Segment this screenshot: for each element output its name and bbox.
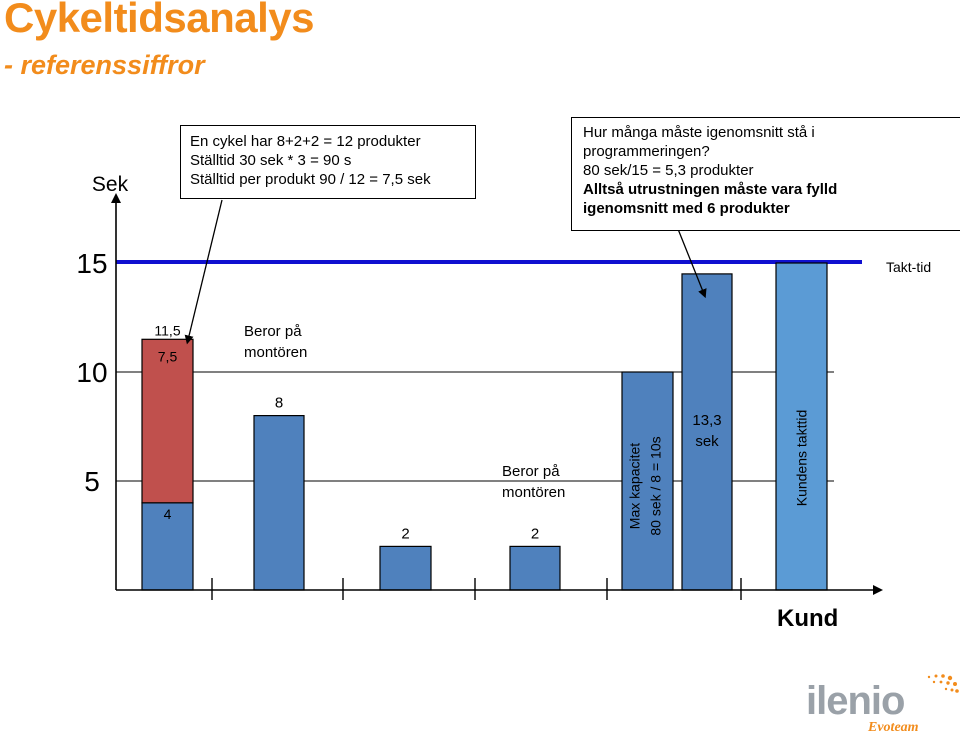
bar — [681, 273, 733, 591]
bar — [621, 371, 674, 591]
bar-vertical-label: 80 sek / 8 = 10s — [648, 436, 664, 535]
y-axis-label: Sek — [92, 173, 129, 196]
ilenio-logo: ilenio Evoteam — [806, 674, 959, 734]
page-title: Cykeltidsanalys — [4, 0, 315, 41]
bar-note: montören — [502, 484, 565, 501]
page-subtitle: - referenssiffror — [4, 50, 205, 80]
callout-pointer-arrow — [675, 223, 707, 299]
bar — [379, 545, 432, 591]
callout-line: Hur många måste igenomsnitt stå i — [583, 124, 815, 141]
bar-vertical-label: Kundens takttid — [794, 410, 810, 507]
bar — [253, 415, 305, 591]
y-tick-label: 5 — [84, 466, 100, 497]
callout-programming: Hur många måste igenomsnitt stå i progra… — [571, 117, 960, 231]
bar-label: 7,5 — [158, 348, 178, 364]
bar-vertical-label: Max kapacitet — [627, 443, 643, 529]
logo-dots-icon — [927, 674, 959, 693]
bar — [775, 262, 828, 591]
bar-segment-2 — [141, 338, 194, 504]
bar-label: 8 — [275, 395, 283, 412]
callout-pointer-arrow — [184, 199, 223, 345]
bar-label: 4 — [164, 506, 172, 522]
takt-time-label: Takt-tid — [886, 259, 931, 275]
y-tick-label: 15 — [76, 248, 107, 279]
y-tick-label: 10 — [76, 357, 107, 388]
callout-line: programmeringen? — [583, 143, 710, 160]
callout-setup-time: En cykel har 8+2+2 = 12 produkter Ställt… — [180, 125, 476, 199]
callout-line-bold: igenomsnitt med 6 produkter — [583, 200, 790, 217]
bar-note: montören — [244, 344, 307, 361]
callout-line: Ställtid per produkt 90 / 12 = 7,5 sek — [190, 171, 431, 188]
bar-label: 2 — [401, 525, 409, 542]
callout-line-bold: Alltså utrustningen måste vara fylld — [583, 181, 838, 198]
customer-label: Kund — [777, 605, 839, 632]
logo-wordmark: ilenio — [806, 679, 904, 723]
bar-note: Beror på — [502, 463, 560, 480]
callout-line: En cykel har 8+2+2 = 12 produkter — [190, 133, 421, 150]
bar — [509, 545, 561, 591]
bar-note: Beror på — [244, 323, 302, 340]
bar-segment-1 — [141, 502, 194, 591]
callout-line: Ställtid 30 sek * 3 = 90 s — [190, 152, 352, 169]
bar-label: 13,3 — [692, 412, 721, 429]
bar-label: 2 — [531, 525, 539, 542]
callout-line: 80 sek/15 = 5,3 produkter — [583, 162, 754, 179]
logo-subtext: Evoteam — [867, 720, 919, 734]
bar-total-label: 11,5 — [154, 322, 180, 338]
bar-label: sek — [695, 433, 719, 450]
